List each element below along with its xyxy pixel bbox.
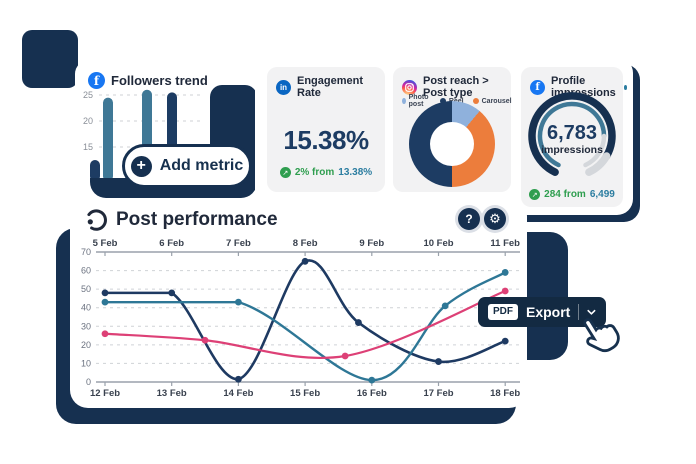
profile-baseline: 6,499 <box>589 189 615 200</box>
date-label-bottom: 17 Feb <box>423 388 453 399</box>
impressions-gauge: 6,783 impressions <box>528 92 616 176</box>
data-point <box>441 302 449 310</box>
date-label-top: 6 Feb <box>159 238 184 249</box>
impressions-unit: impressions <box>541 144 603 156</box>
trend-up-icon: ↗ <box>279 167 291 178</box>
export-label: Export <box>526 304 571 320</box>
engagement-baseline: 13.38% <box>338 167 373 178</box>
y-axis-label: 20 <box>81 340 91 350</box>
post-reach-title: Post reach > Post type <box>423 75 489 99</box>
impressions-value: 6,783 <box>547 122 597 144</box>
date-label-bottom: 16 Feb <box>357 388 387 399</box>
data-point <box>435 358 442 365</box>
settings-gear-button[interactable]: ⚙ <box>484 208 506 230</box>
y-axis-label: 25 <box>83 90 93 100</box>
date-label-bottom: 15 Feb <box>290 388 320 399</box>
brand-logo-icon <box>87 209 107 231</box>
date-label-top: 5 Feb <box>93 238 118 249</box>
legend-label: Photo post <box>408 94 429 108</box>
data-point <box>101 330 109 338</box>
data-point <box>355 319 362 326</box>
metrics-container: in Engagement Rate 15.38% ↗ 2% from 13.3… <box>255 57 633 215</box>
hand-cursor-icon <box>583 318 620 353</box>
accent-dot <box>623 84 627 90</box>
engagement-delta: ↗ 2% from 13.38% <box>267 167 385 178</box>
engagement-delta-text: 2% from <box>294 167 335 178</box>
plus-icon: + <box>130 155 152 177</box>
post-performance-header: Post performance <box>84 208 278 232</box>
legend-dot <box>402 98 406 104</box>
bar <box>103 97 113 181</box>
data-point <box>368 376 376 384</box>
add-metric-button[interactable]: + Add metric <box>122 144 252 188</box>
instagram-icon <box>402 79 417 95</box>
data-point <box>501 337 509 345</box>
date-label-bottom: 13 Feb <box>157 388 187 399</box>
engagement-header: in Engagement Rate <box>276 75 385 99</box>
engagement-value: 15.38% <box>283 125 369 155</box>
engagement-rate-card: in Engagement Rate 15.38% ↗ 2% from 13.3… <box>267 67 385 192</box>
facebook-icon: f <box>88 72 105 89</box>
data-point <box>501 287 509 295</box>
add-metric-label: Add metric <box>159 157 244 174</box>
y-axis-label: 50 <box>81 284 91 294</box>
data-point <box>101 289 109 297</box>
data-point <box>101 298 109 306</box>
date-label-bottom: 12 Feb <box>90 388 120 399</box>
y-axis-label: 70 <box>81 247 91 257</box>
post-performance-card: Post performance ? ⚙ 5 Feb 6 Feb 7 Feb 8 Fe… <box>70 198 527 408</box>
date-label-top: 8 Feb <box>293 238 318 249</box>
legend-item: Photo post <box>402 94 431 108</box>
profile-delta-text: 284 from <box>544 189 586 200</box>
followers-trend-title: Followers trend <box>111 73 208 88</box>
data-point <box>501 269 509 276</box>
divider <box>578 304 580 320</box>
pdf-format-badge: PDF <box>488 304 518 320</box>
help-button[interactable]: ? <box>458 208 480 230</box>
series-pink <box>103 289 507 360</box>
date-label-top: 10 Feb <box>423 238 453 249</box>
data-point <box>235 375 242 383</box>
data-point <box>201 336 209 344</box>
y-axis-label: 15 <box>83 142 93 152</box>
chevron-down-icon[interactable] <box>587 309 596 316</box>
y-axis-label: 60 <box>81 266 91 276</box>
legend-item: Carousel <box>472 94 512 108</box>
data-point <box>168 289 176 297</box>
bar <box>90 160 100 181</box>
y-axis-label: 20 <box>83 116 93 126</box>
post-reach-card: Post reach > Post type Photo postReelCar… <box>393 67 512 192</box>
legend-dot <box>472 98 479 104</box>
post-performance-title: Post performance <box>116 209 278 230</box>
engagement-title: Engagement Rate <box>297 75 364 99</box>
trend-up-icon: ↗ <box>529 189 541 200</box>
data-point <box>235 298 242 306</box>
decor-square <box>22 30 78 88</box>
post-performance-line-chart: 5 Feb 6 Feb 7 Feb 8 Feb 9 Feb 10 Feb 11 Feb 12 … <box>81 238 520 399</box>
y-axis-label: 40 <box>81 303 91 313</box>
linkedin-icon: in <box>276 79 291 95</box>
post-reach-header: Post reach > Post type <box>402 75 511 99</box>
y-axis-label: 30 <box>81 321 91 331</box>
y-axis-label: 0 <box>86 377 91 387</box>
data-point <box>341 352 349 360</box>
series-teal <box>103 271 507 382</box>
date-label-bottom: 14 Feb <box>223 388 253 399</box>
date-label-top: 7 Feb <box>226 238 251 249</box>
donut-hole <box>430 122 474 166</box>
profile-impressions-card: f Profile impressions 6,783 impressions … <box>521 67 627 207</box>
legend-label: Carousel <box>481 97 512 105</box>
data-point <box>301 257 309 265</box>
facebook-icon: f <box>530 79 545 95</box>
series-navy <box>103 259 507 381</box>
followers-trend-header: f Followers trend <box>88 72 208 89</box>
profile-delta: ↗ 284 from 6,499 <box>521 189 623 200</box>
y-axis-label: 10 <box>81 358 91 368</box>
date-label-bottom: 18 Feb <box>490 388 520 399</box>
date-label-top: 11 Feb <box>490 238 520 249</box>
date-label-top: 9 Feb <box>359 238 384 249</box>
